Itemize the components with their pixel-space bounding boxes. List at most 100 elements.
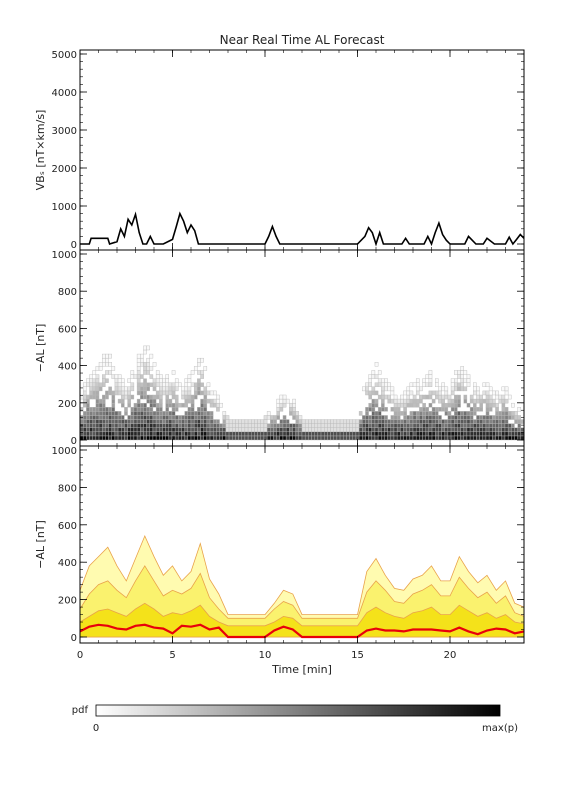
heatmap-cell (270, 431, 274, 437)
heatmap-cell (143, 349, 147, 355)
heatmap-cell (517, 431, 522, 437)
heatmap-cell (384, 427, 388, 433)
heatmap-cell (501, 402, 506, 408)
heatmap-cell (476, 415, 480, 420)
heatmap-cell (162, 423, 166, 428)
heatmap-cell (368, 419, 372, 424)
heatmap-cell (466, 431, 471, 437)
heatmap-cell (114, 427, 119, 433)
heatmap-cell (466, 374, 471, 379)
heatmap-cell (136, 366, 141, 371)
heatmap-cell (431, 398, 436, 404)
heatmap-cell (232, 435, 236, 441)
heatmap-cell (457, 411, 461, 416)
heatmap-cell (155, 435, 160, 441)
heatmap-cell (86, 402, 90, 408)
heatmap-cell (514, 435, 518, 441)
heatmap-cell (482, 390, 487, 396)
vbs-series-line (80, 211, 525, 247)
heatmap-cell (444, 386, 449, 392)
heatmap-cell (165, 382, 169, 388)
heatmap-cell (454, 398, 458, 404)
heatmap-cell (393, 402, 398, 408)
heatmap-cell (251, 419, 255, 424)
heatmap-cell (146, 370, 150, 375)
heatmap-cell (415, 415, 420, 420)
heatmap-cell (257, 431, 261, 437)
heatmap-cell (292, 435, 296, 441)
heatmap-cell (174, 386, 179, 392)
heatmap-cell (168, 427, 173, 433)
heatmap-cell (89, 394, 93, 400)
heatmap-cell (396, 435, 401, 441)
heatmap-cell (346, 419, 350, 424)
heatmap-cell (216, 419, 220, 424)
heatmap-cell (136, 398, 141, 404)
heatmap-cell (238, 423, 242, 428)
heatmap-cell (400, 431, 404, 437)
heatmap-cell (476, 398, 480, 404)
heatmap-cell (212, 390, 217, 396)
heatmap-cell (381, 386, 385, 392)
heatmap-cell (431, 419, 436, 424)
heatmap-cell (152, 435, 157, 441)
heatmap-cell (146, 345, 150, 351)
heatmap-cell (108, 431, 112, 437)
heatmap-cell (428, 411, 433, 416)
heatmap-cell (260, 435, 265, 441)
heatmap-cell (374, 382, 379, 388)
heatmap-cell (117, 419, 122, 424)
heatmap-cell (143, 394, 147, 400)
heatmap-cell (511, 431, 515, 437)
heatmap-cell (140, 357, 144, 363)
heatmap-cell (181, 427, 185, 433)
heatmap-cell (244, 435, 249, 441)
heatmap-cell (419, 415, 423, 420)
heatmap-cell (504, 427, 509, 433)
heatmap-cell (200, 435, 204, 441)
heatmap-cell (482, 431, 487, 437)
heatmap-cell (374, 419, 379, 424)
heatmap-cell (476, 431, 480, 437)
heatmap-cell (181, 435, 185, 441)
heatmap-cell (466, 378, 471, 383)
heatmap-cell (460, 370, 464, 375)
heatmap-cell (89, 378, 93, 383)
heatmap-cell (396, 398, 401, 404)
heatmap-cell (159, 415, 163, 420)
heatmap-cell (422, 394, 426, 400)
heatmap-cell (159, 411, 163, 416)
heatmap-cell (146, 382, 150, 388)
heatmap-cell (200, 402, 204, 408)
heatmap-cell (222, 415, 227, 420)
heatmap-cell (409, 431, 414, 437)
heatmap-cell (165, 423, 169, 428)
heatmap-cell (476, 394, 480, 400)
y-tick-label: 5000 (52, 50, 77, 61)
heatmap-cell (165, 402, 169, 408)
heatmap-cell (412, 423, 417, 428)
heatmap-cell (495, 435, 499, 441)
x-axis-label: Time [min] (271, 663, 332, 676)
heatmap-cell (228, 431, 233, 437)
heatmap-cell (232, 431, 236, 437)
heatmap-cell (327, 419, 331, 424)
heatmap-cell (111, 419, 116, 424)
heatmap-cell (136, 423, 141, 428)
heatmap-cell (282, 415, 287, 420)
heatmap-cell (457, 398, 461, 404)
heatmap-cell (488, 423, 493, 428)
heatmap-cell (200, 374, 204, 379)
heatmap-cell (146, 362, 150, 367)
heatmap-cell (377, 435, 382, 441)
heatmap-cell (235, 423, 239, 428)
heatmap-cell (507, 431, 512, 437)
heatmap-cell (162, 411, 166, 416)
heatmap-cell (374, 427, 379, 433)
heatmap-cell (95, 394, 100, 400)
heatmap-cell (149, 411, 154, 416)
heatmap-cell (492, 431, 496, 437)
heatmap-cell (422, 427, 426, 433)
heatmap-cell (203, 386, 208, 392)
heatmap-cell (447, 398, 452, 404)
